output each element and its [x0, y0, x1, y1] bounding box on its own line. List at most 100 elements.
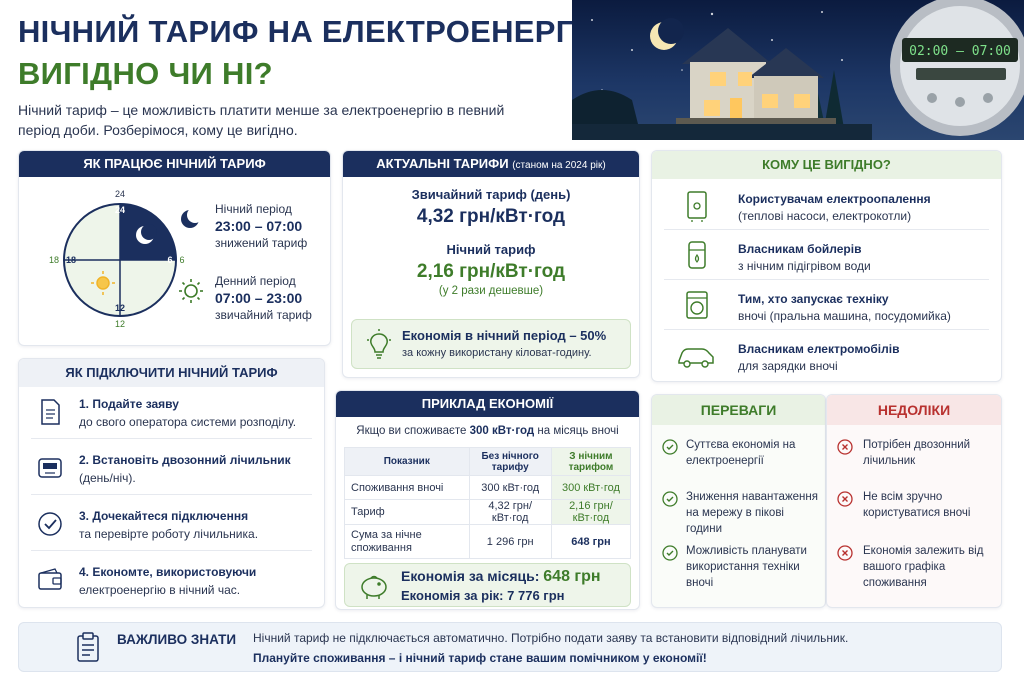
step-text: та перевірте роботу лічильника.: [79, 527, 259, 541]
example-intro-suffix: на місяць вночі: [534, 425, 619, 437]
list-item: Тим, хто запускає техніку вночі (пральна …: [664, 283, 989, 330]
pros-card: ПЕРЕВАГИ Суттєва економія на електроенер…: [651, 394, 826, 608]
pros-item: Зниження навантаження на мережу в пікові…: [686, 491, 818, 535]
moon-icon: [181, 207, 203, 228]
who-benefits-heading: КОМУ ЦЕ ВИГІДНО?: [652, 151, 1001, 179]
day-period-label: Денний період: [215, 274, 296, 288]
list-item: Власникам електромобілів для зарядки вноч…: [664, 333, 989, 380]
cons-card: НЕДОЛІКИ Потрібен двозонний лічильник Не…: [826, 394, 1002, 608]
table-cell: Тариф: [344, 499, 470, 525]
table-cell: 300 кВт·год: [468, 475, 552, 500]
water-heater-icon: [688, 241, 706, 269]
step-title: 2. Встановіть двозонний лічильник: [79, 453, 291, 467]
check-circle-icon: [38, 512, 62, 536]
car-icon: [678, 348, 714, 368]
table-cell: 300 кВт·год: [550, 475, 632, 500]
hero-illustration: 02:00 – 07:00: [572, 0, 1024, 140]
night-period: Нічний період 23:00 – 07:00 знижений тар…: [215, 201, 307, 252]
clock-label-top-outer: 24: [115, 189, 125, 199]
clock-label-bottom: 12: [115, 303, 125, 313]
table-cell: 4,32 грн/кВт·год: [468, 499, 552, 525]
page-title-line1: НІЧНИЙ ТАРИФ НА ЕЛЕКТРОЕНЕРГІЮ:: [18, 14, 626, 49]
cross-icon: [837, 491, 853, 507]
saving-note: за кожну використану кіловат-годину.: [402, 347, 592, 359]
list-item: Власникам бойлерів з нічним підігрівом во…: [664, 233, 989, 280]
how-it-works-card: ЯК ПРАЦЮЄ НІЧНИЙ ТАРИФ 24 24 6 6 12 12 1…: [18, 150, 331, 346]
who-item-text: для зарядки вночі: [738, 359, 838, 373]
night-period-label: Нічний період: [215, 202, 292, 216]
washing-machine-icon: [686, 291, 708, 319]
clock-label-bottom-outer: 12: [115, 319, 125, 329]
night-period-note: знижений тариф: [215, 236, 308, 250]
step-title: 3. Дочекайтеся підключення: [79, 509, 249, 523]
who-item-title: Користувачам електроопалення: [738, 192, 931, 206]
page-subtitle: Нічний тариф – це можливість платити мен…: [18, 102, 505, 138]
pros-heading: ПЕРЕВАГИ: [652, 395, 825, 425]
check-icon: [662, 545, 678, 561]
column-header: Показник: [344, 447, 470, 476]
day-period-time: 07:00 – 23:00: [215, 290, 303, 306]
saving-box: Економія в нічний період – 50% за кожну …: [351, 319, 631, 369]
night-house-illustration: 02:00 – 07:00: [572, 0, 1024, 140]
who-item-title: Тим, хто запускає техніку: [738, 292, 889, 306]
tariffs-heading-title: АКТУАЛЬНІ ТАРИФИ: [376, 156, 509, 171]
sun-icon: [179, 279, 203, 303]
step-item: 1. Подайте заяву до свого оператора систе…: [31, 389, 312, 439]
table-row: Споживання вночі 300 кВт·год 300 кВт·год: [344, 475, 632, 500]
who-item-text: вночі (пральна машина, посудомийка): [738, 309, 951, 323]
step-title: 1. Подайте заяву: [79, 397, 179, 411]
pros-item: Суттєва економія на електроенергії: [686, 439, 796, 467]
important-title: ВАЖЛИВО ЗНАТИ: [117, 632, 237, 647]
important-line1: Нічний тариф не підключається автоматичн…: [253, 631, 849, 645]
tariffs-heading: АКТУАЛЬНІ ТАРИФИ (станом на 2024 рік): [343, 151, 639, 177]
example-intro: Якщо ви споживаєте 300 кВт·год на місяць…: [336, 425, 639, 437]
clock-moon-icon: [136, 224, 157, 244]
clock-label-right: 6: [167, 255, 172, 265]
who-item-title: Власникам бойлерів: [738, 242, 862, 256]
clipboard-icon: [77, 632, 99, 662]
how-it-works-heading: ЯК ПРАЦЮЄ НІЧНИЙ ТАРИФ: [19, 151, 330, 177]
meter-icon: [38, 458, 62, 478]
piggy-bank-icon: [361, 575, 387, 599]
night-period-time: 23:00 – 07:00: [215, 218, 303, 234]
clock-label-left-outer: 18: [49, 255, 59, 265]
clock-sun-icon: [91, 271, 115, 295]
wallet-icon: [38, 568, 62, 590]
electricity-meter-icon: [890, 0, 1024, 136]
moon-icon: [650, 18, 684, 50]
clock-label-left: 18: [66, 255, 76, 265]
table-cell: 2,16 грн/кВт·год: [550, 499, 632, 525]
meter-display: 02:00 – 07:00: [909, 44, 1011, 59]
day-period-note: звичайний тариф: [215, 308, 312, 322]
list-item: Користувачам електроопалення (теплові нас…: [664, 183, 989, 230]
check-icon: [662, 439, 678, 455]
regular-tariff-label: Звичайний тариф (день): [411, 187, 571, 202]
cross-icon: [837, 545, 853, 561]
lightbulb-icon: [367, 329, 391, 359]
night-tariff-value: 2,16 грн/кВт·год: [416, 261, 566, 282]
month-saving-label: Економія за місяць:: [401, 568, 544, 584]
day-period: Денний період 07:00 – 23:00 звичайний та…: [215, 273, 312, 324]
example-card: ПРИКЛАД ЕКОНОМІЇ Якщо ви споживаєте 300 …: [335, 390, 640, 610]
month-saving: Економія за місяць: 648 грн: [401, 568, 601, 586]
document-icon: [41, 399, 60, 425]
check-icon: [662, 491, 678, 507]
cross-icon: [837, 439, 853, 455]
saving-title: Економія в нічний період – 50%: [402, 328, 607, 343]
step-item: 2. Встановіть двозонний лічильник (день/н…: [31, 445, 312, 495]
clock-label-top: 24: [115, 205, 125, 215]
step-title: 4. Економте, використовуючи: [79, 565, 257, 579]
example-table-wrapper: Показник Без нічного тарифу З нічним тар…: [344, 447, 632, 559]
tariffs-card: АКТУАЛЬНІ ТАРИФИ (станом на 2024 рік) Зв…: [342, 150, 640, 378]
pros-item: Можливість планувати використання технік…: [686, 545, 807, 589]
column-header: З нічним тарифом: [550, 447, 632, 476]
table-header-row: Показник Без нічного тарифу З нічним тар…: [344, 447, 632, 476]
step-text: електроенергію в нічний час.: [79, 583, 241, 597]
page-title-line2: ВИГІДНО ЧИ НІ?: [18, 56, 273, 91]
important-line2: Плануйте споживання – і нічний тариф ста…: [253, 651, 707, 665]
regular-tariff-value: 4,32 грн/кВт·год: [416, 206, 566, 227]
important-banner: ВАЖЛИВО ЗНАТИ Нічний тариф не підключаєт…: [18, 622, 1002, 672]
cons-item: Не всім зручно користуватися вночі: [863, 491, 971, 519]
clock-label-right-outer: 6: [179, 255, 184, 265]
day-night-clock: 24 24 6 6 12 12 18 18: [49, 189, 185, 329]
